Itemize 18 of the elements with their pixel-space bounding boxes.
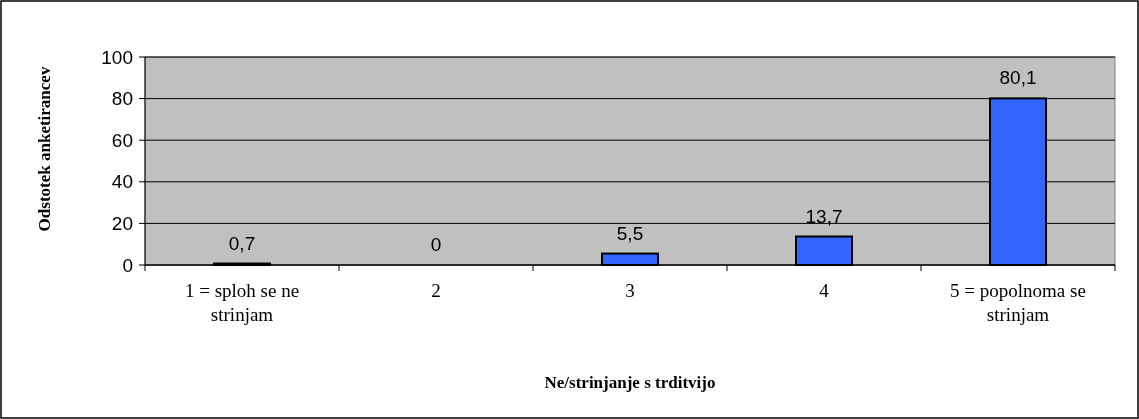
x-tick-label: 4 xyxy=(819,280,830,301)
x-tick-label: 5 = popolnoma se strinjam xyxy=(950,280,1086,325)
data-label: 0,7 xyxy=(228,232,256,254)
y-tick-label: 100 xyxy=(101,46,133,68)
x-tick-label: 2 xyxy=(431,280,441,301)
x-axis-title: Ne/strinjanje s trditvijo xyxy=(544,373,716,392)
data-label: 80,1 xyxy=(999,67,1037,89)
y-axis-title: Odstotek anketirancev xyxy=(35,66,54,232)
data-label: 13,7 xyxy=(805,205,843,227)
x-tick-label: 1 = sploh se ne strinjam xyxy=(184,280,300,325)
y-tick-label: 40 xyxy=(111,171,133,193)
data-label: 5,5 xyxy=(616,222,644,244)
data-label: 0 xyxy=(430,234,442,255)
y-tick-label: 20 xyxy=(111,213,133,235)
y-tick-label: 80 xyxy=(111,88,133,110)
y-tick-label: 60 xyxy=(111,129,133,151)
x-tick-label: 3 xyxy=(625,280,635,301)
y-tick-label: 0 xyxy=(122,254,133,276)
